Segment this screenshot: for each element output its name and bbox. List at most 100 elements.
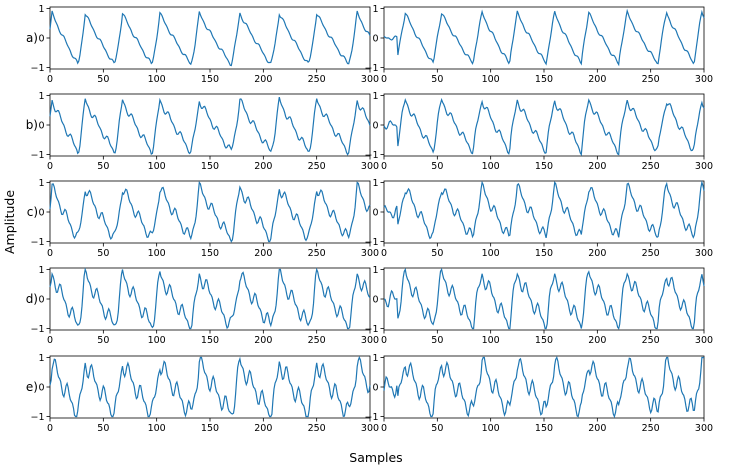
x-tick-label: 200 xyxy=(254,161,272,172)
row-label: c) xyxy=(27,205,38,219)
x-tick-label: 150 xyxy=(535,161,553,172)
x-tick-label: 250 xyxy=(308,74,326,85)
x-tick-label: 100 xyxy=(482,335,500,346)
y-tick-label: 1 xyxy=(38,178,44,189)
y-tick-label: 0 xyxy=(372,208,378,219)
panel-frame xyxy=(49,267,371,331)
y-tick-label: −1 xyxy=(30,324,44,335)
y-tick-label: −1 xyxy=(364,324,378,335)
x-tick-label: 100 xyxy=(482,161,500,172)
x-tick-label: 50 xyxy=(97,248,109,259)
x-tick-label: 150 xyxy=(535,248,553,259)
x-tick-label: 250 xyxy=(308,423,326,434)
x-tick-label: 200 xyxy=(588,423,606,434)
x-tick-label: 150 xyxy=(535,335,553,346)
y-tick-label: −1 xyxy=(364,412,378,423)
x-tick-label: 250 xyxy=(308,335,326,346)
x-tick-label: 200 xyxy=(254,335,272,346)
x-tick-label: 300 xyxy=(695,423,713,434)
y-tick-label: −1 xyxy=(364,237,378,248)
x-tick-label: 200 xyxy=(588,161,606,172)
y-tick-label: 1 xyxy=(372,4,378,15)
x-tick-label: 250 xyxy=(642,248,660,259)
panel-frame xyxy=(383,267,705,331)
x-tick-label: 200 xyxy=(254,248,272,259)
x-tick-label: 50 xyxy=(97,74,109,85)
y-tick-label: 1 xyxy=(372,91,378,102)
y-tick-label: 0 xyxy=(38,295,44,306)
x-tick-label: 250 xyxy=(642,161,660,172)
x-tick-label: 300 xyxy=(361,161,379,172)
x-tick-label: 150 xyxy=(535,74,553,85)
x-tick-label: 300 xyxy=(361,248,379,259)
signal-line xyxy=(49,267,371,330)
x-tick-label: 300 xyxy=(695,248,713,259)
x-tick-label: 300 xyxy=(361,335,379,346)
row-label: a) xyxy=(26,31,38,45)
x-tick-label: 0 xyxy=(47,335,53,346)
x-tick-label: 150 xyxy=(201,74,219,85)
x-tick-label: 200 xyxy=(254,423,272,434)
x-tick-label: 300 xyxy=(695,74,713,85)
x-tick-label: 150 xyxy=(535,423,553,434)
x-tick-label: 50 xyxy=(431,423,443,434)
x-tick-label: 50 xyxy=(97,423,109,434)
x-tick-label: 150 xyxy=(201,335,219,346)
x-tick-label: 100 xyxy=(482,248,500,259)
signal-line xyxy=(383,267,705,330)
signal-line xyxy=(383,180,705,240)
y-tick-label: −1 xyxy=(364,150,378,161)
x-tick-label: 50 xyxy=(431,74,443,85)
x-tick-label: 250 xyxy=(642,335,660,346)
y-tick-label: 1 xyxy=(38,91,44,102)
panel-frame xyxy=(383,93,705,157)
signal-line xyxy=(383,8,705,67)
x-tick-label: 150 xyxy=(201,423,219,434)
y-tick-label: 0 xyxy=(372,34,378,45)
y-tick-label: −1 xyxy=(30,63,44,74)
y-tick-label: −1 xyxy=(30,150,44,161)
x-tick-label: 100 xyxy=(148,423,166,434)
x-tick-label: 300 xyxy=(361,74,379,85)
x-tick-label: 0 xyxy=(47,74,53,85)
x-tick-label: 0 xyxy=(381,161,387,172)
x-tick-label: 100 xyxy=(148,74,166,85)
x-tick-label: 100 xyxy=(148,248,166,259)
x-tick-label: 0 xyxy=(381,74,387,85)
y-tick-label: 0 xyxy=(38,121,44,132)
y-tick-label: 1 xyxy=(38,265,44,276)
signal-line xyxy=(49,96,371,156)
x-axis-label: Samples xyxy=(349,450,402,465)
y-tick-label: 1 xyxy=(38,353,44,364)
y-tick-label: 1 xyxy=(372,265,378,276)
x-tick-label: 100 xyxy=(148,161,166,172)
y-tick-label: 0 xyxy=(372,383,378,394)
x-tick-label: 100 xyxy=(148,335,166,346)
row-label: b) xyxy=(26,118,38,132)
x-tick-label: 50 xyxy=(97,161,109,172)
x-tick-label: 300 xyxy=(695,161,713,172)
panel-frame xyxy=(383,355,705,419)
x-tick-label: 250 xyxy=(642,423,660,434)
y-tick-label: −1 xyxy=(364,63,378,74)
x-tick-label: 250 xyxy=(308,248,326,259)
x-tick-label: 200 xyxy=(588,248,606,259)
y-tick-label: 0 xyxy=(38,34,44,45)
y-tick-label: 1 xyxy=(372,178,378,189)
signal-line xyxy=(49,355,371,418)
x-tick-label: 250 xyxy=(308,161,326,172)
y-tick-label: −1 xyxy=(30,412,44,423)
x-tick-label: 300 xyxy=(695,335,713,346)
x-tick-label: 200 xyxy=(588,335,606,346)
y-tick-label: 0 xyxy=(372,295,378,306)
x-tick-label: 0 xyxy=(47,248,53,259)
signal-line xyxy=(49,180,371,243)
x-tick-label: 0 xyxy=(381,335,387,346)
signal-line xyxy=(383,355,705,419)
x-tick-label: 200 xyxy=(254,74,272,85)
x-tick-label: 150 xyxy=(201,248,219,259)
x-tick-label: 300 xyxy=(361,423,379,434)
x-tick-label: 50 xyxy=(431,248,443,259)
